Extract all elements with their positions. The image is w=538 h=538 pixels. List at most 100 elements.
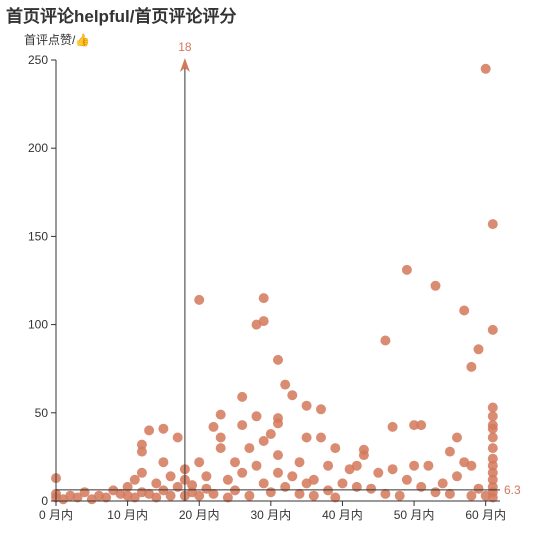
scatter-point[interactable] xyxy=(122,481,133,492)
scatter-point[interactable] xyxy=(151,478,162,489)
scatter-point[interactable] xyxy=(401,264,412,275)
scatter-point[interactable] xyxy=(258,436,269,446)
scatter-point[interactable] xyxy=(158,485,169,496)
scatter-point[interactable] xyxy=(423,460,434,471)
scatter-point[interactable] xyxy=(194,490,205,501)
scatter-point[interactable] xyxy=(251,460,262,471)
scatter-point[interactable] xyxy=(316,432,326,443)
scatter-point[interactable] xyxy=(258,293,269,304)
scatter-point[interactable] xyxy=(487,467,498,478)
scatter-point[interactable] xyxy=(387,464,398,475)
scatter-point[interactable] xyxy=(487,443,498,454)
scatter-point[interactable] xyxy=(230,485,240,496)
scatter-point[interactable] xyxy=(280,481,291,492)
scatter-point[interactable] xyxy=(416,420,427,431)
scatter-point[interactable] xyxy=(409,420,420,431)
scatter-point[interactable] xyxy=(230,457,240,468)
scatter-point[interactable] xyxy=(215,409,226,420)
scatter-point[interactable] xyxy=(129,492,140,503)
scatter-point[interactable] xyxy=(416,481,427,492)
scatter-point[interactable] xyxy=(273,467,283,478)
scatter-point[interactable] xyxy=(287,390,298,401)
scatter-point[interactable] xyxy=(308,474,319,485)
scatter-point[interactable] xyxy=(237,420,248,431)
scatter-point[interactable] xyxy=(187,480,198,491)
scatter-point[interactable] xyxy=(294,457,305,468)
scatter-point[interactable] xyxy=(194,457,205,468)
scatter-point[interactable] xyxy=(487,492,498,503)
scatter-point[interactable] xyxy=(273,418,283,429)
scatter-point[interactable] xyxy=(258,316,269,327)
scatter-point[interactable] xyxy=(444,446,455,457)
scatter-point[interactable] xyxy=(208,488,219,499)
scatter-point[interactable] xyxy=(337,478,348,489)
scatter-point[interactable] xyxy=(165,490,176,501)
scatter-point[interactable] xyxy=(330,443,341,454)
scatter-point[interactable] xyxy=(487,432,498,443)
scatter-point[interactable] xyxy=(244,490,255,501)
scatter-point[interactable] xyxy=(308,490,319,501)
scatter-point[interactable] xyxy=(287,471,298,482)
scatter-point[interactable] xyxy=(487,219,498,230)
scatter-point[interactable] xyxy=(237,467,248,478)
scatter-point[interactable] xyxy=(72,492,83,503)
scatter-point[interactable] xyxy=(280,379,291,390)
scatter-point[interactable] xyxy=(265,487,276,498)
scatter-point[interactable] xyxy=(301,400,312,411)
scatter-point[interactable] xyxy=(136,446,147,457)
scatter-point[interactable] xyxy=(487,460,498,471)
scatter-point[interactable] xyxy=(258,478,269,489)
scatter-point[interactable] xyxy=(265,429,276,439)
scatter-point[interactable] xyxy=(79,487,90,498)
scatter-point[interactable] xyxy=(273,354,283,365)
scatter-point[interactable] xyxy=(473,483,484,494)
scatter-point[interactable] xyxy=(466,460,477,471)
scatter-point[interactable] xyxy=(172,432,183,443)
scatter-point[interactable] xyxy=(222,492,233,503)
scatter-point[interactable] xyxy=(301,432,312,443)
scatter-point[interactable] xyxy=(151,492,162,503)
scatter-point[interactable] xyxy=(316,404,326,415)
scatter-point[interactable] xyxy=(201,471,212,482)
scatter-point[interactable] xyxy=(351,481,362,492)
scatter-point[interactable] xyxy=(380,335,391,346)
scatter-point[interactable] xyxy=(273,450,283,461)
scatter-point[interactable] xyxy=(444,488,455,499)
scatter-point[interactable] xyxy=(215,432,226,443)
scatter-point[interactable] xyxy=(351,460,362,471)
scatter-point[interactable] xyxy=(165,471,176,482)
scatter-point[interactable] xyxy=(237,391,248,402)
scatter-point[interactable] xyxy=(394,490,405,501)
scatter-point[interactable] xyxy=(294,488,305,499)
scatter-point[interactable] xyxy=(158,457,169,468)
scatter-point[interactable] xyxy=(215,443,226,454)
scatter-point[interactable] xyxy=(323,460,334,471)
scatter-point[interactable] xyxy=(194,294,205,305)
scatter-point[interactable] xyxy=(487,402,498,413)
scatter-point[interactable] xyxy=(129,474,140,485)
scatter-point[interactable] xyxy=(144,425,155,436)
scatter-point[interactable] xyxy=(459,305,470,316)
scatter-point[interactable] xyxy=(373,467,384,478)
scatter-point[interactable] xyxy=(466,490,477,501)
scatter-point[interactable] xyxy=(430,280,441,291)
scatter-point[interactable] xyxy=(452,471,462,482)
scatter-point[interactable] xyxy=(387,421,398,432)
scatter-point[interactable] xyxy=(487,324,498,335)
scatter-point[interactable] xyxy=(487,411,498,422)
scatter-point[interactable] xyxy=(330,492,341,503)
scatter-point[interactable] xyxy=(101,492,112,503)
scatter-point[interactable] xyxy=(480,63,491,74)
scatter-point[interactable] xyxy=(244,443,255,454)
scatter-point[interactable] xyxy=(251,411,262,422)
scatter-point[interactable] xyxy=(466,361,477,372)
scatter-point[interactable] xyxy=(158,423,169,434)
scatter-point[interactable] xyxy=(201,483,212,494)
scatter-point[interactable] xyxy=(401,474,412,485)
scatter-point[interactable] xyxy=(409,460,420,471)
scatter-point[interactable] xyxy=(473,344,484,355)
scatter-point[interactable] xyxy=(136,439,147,450)
scatter-point[interactable] xyxy=(366,483,377,494)
scatter-point[interactable] xyxy=(323,485,334,496)
scatter-point[interactable] xyxy=(452,432,462,443)
